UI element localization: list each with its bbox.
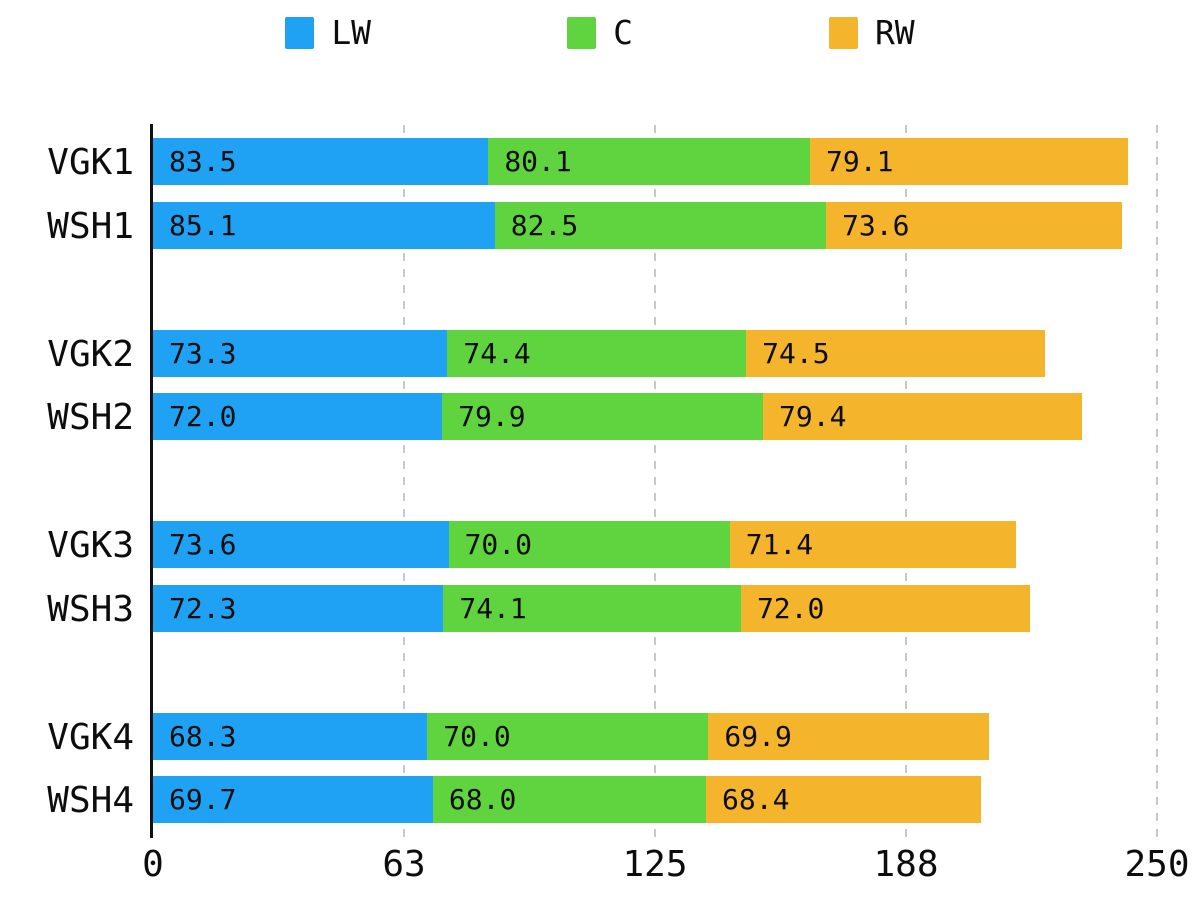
legend-swatch-lw-icon bbox=[285, 16, 315, 49]
bar-value-label: 69.7 bbox=[169, 782, 237, 816]
bar-segment-c-wsh2: 79.9 bbox=[442, 393, 764, 440]
bar-segment-c-wsh1: 82.5 bbox=[494, 202, 827, 249]
category-label: VGK2 bbox=[47, 333, 134, 375]
bar-segment-rw-vgk4: 69.9 bbox=[708, 713, 990, 760]
bar-segment-lw-vgk3: 73.6 bbox=[153, 521, 449, 568]
bar-segment-c-vgk1: 80.1 bbox=[488, 138, 810, 185]
category-label: VGK3 bbox=[47, 524, 134, 566]
bar-value-label: 72.0 bbox=[169, 399, 237, 433]
bar-segment-c-wsh4: 68.0 bbox=[432, 776, 706, 823]
bar-segment-c-vgk4: 70.0 bbox=[427, 713, 709, 760]
category-label: VGK4 bbox=[47, 716, 134, 758]
bar-segment-lw-wsh3: 72.3 bbox=[153, 585, 444, 632]
x-axis-tick-label: 63 bbox=[382, 844, 426, 885]
bar-value-label: 73.3 bbox=[169, 336, 237, 370]
bar-value-label: 71.4 bbox=[745, 527, 814, 561]
bar-value-label: 72.3 bbox=[169, 591, 237, 625]
bar-segment-lw-wsh4: 69.7 bbox=[153, 776, 433, 823]
bar-segment-rw-wsh1: 73.6 bbox=[826, 202, 1122, 249]
bar-value-label: 70.0 bbox=[464, 527, 532, 561]
bar-segment-rw-vgk1: 79.1 bbox=[810, 138, 1128, 185]
category-label: WSH4 bbox=[47, 779, 134, 821]
category-label: WSH3 bbox=[47, 588, 134, 630]
bar-segment-lw-wsh1: 85.1 bbox=[153, 202, 495, 249]
bar-segment-rw-wsh3: 72.0 bbox=[740, 585, 1031, 632]
x-axis-tick-label: 125 bbox=[622, 844, 688, 885]
x-axis-tick-label: 0 bbox=[142, 844, 164, 885]
category-label: WSH2 bbox=[47, 396, 134, 438]
bar-segment-rw-vgk3: 71.4 bbox=[729, 521, 1017, 568]
bar-segment-lw-wsh2: 72.0 bbox=[153, 393, 443, 440]
bar-value-label: 72.0 bbox=[756, 591, 825, 625]
bar-value-label: 73.6 bbox=[842, 208, 910, 242]
bar-value-label: 74.5 bbox=[762, 336, 830, 370]
gridline bbox=[1156, 125, 1158, 838]
gridline bbox=[403, 125, 405, 838]
bar-value-label: 79.1 bbox=[826, 144, 894, 178]
bar-value-label: 79.4 bbox=[779, 399, 847, 433]
bar-segment-rw-vgk2: 74.5 bbox=[746, 330, 1046, 377]
bar-value-label: 83.5 bbox=[169, 144, 237, 178]
bar-value-label: 74.1 bbox=[459, 591, 527, 625]
chart-legend: LW C RW bbox=[0, 16, 1200, 49]
bar-segment-rw-wsh2: 79.4 bbox=[763, 393, 1082, 440]
legend-label-c: C bbox=[613, 13, 633, 52]
bar-segment-rw-wsh4: 68.4 bbox=[706, 776, 981, 823]
category-label: VGK1 bbox=[47, 141, 134, 183]
bar-value-label: 68.4 bbox=[722, 782, 790, 816]
bar-segment-c-vgk3: 70.0 bbox=[448, 521, 730, 568]
bar-value-label: 85.1 bbox=[169, 208, 237, 242]
bar-value-label: 79.9 bbox=[458, 399, 526, 433]
legend-item-c: C bbox=[567, 16, 633, 49]
bar-segment-lw-vgk2: 73.3 bbox=[153, 330, 448, 377]
legend-swatch-rw-icon bbox=[828, 16, 858, 49]
bar-value-label: 80.1 bbox=[504, 144, 572, 178]
bar-segment-lw-vgk1: 83.5 bbox=[153, 138, 489, 185]
bar-value-label: 68.0 bbox=[448, 782, 517, 816]
bar-value-label: 69.9 bbox=[724, 719, 792, 753]
gridline bbox=[654, 125, 656, 838]
y-axis-line bbox=[150, 124, 153, 838]
legend-swatch-c-icon bbox=[567, 16, 597, 49]
category-label: WSH1 bbox=[47, 205, 134, 247]
bar-value-label: 68.3 bbox=[169, 719, 237, 753]
bar-value-label: 74.4 bbox=[463, 336, 531, 370]
bar-segment-c-vgk2: 74.4 bbox=[447, 330, 747, 377]
bar-segment-c-wsh3: 74.1 bbox=[443, 585, 741, 632]
bar-segment-lw-vgk4: 68.3 bbox=[153, 713, 428, 760]
bar-value-label: 70.0 bbox=[443, 719, 511, 753]
bar-value-label: 82.5 bbox=[510, 208, 579, 242]
legend-item-lw: LW bbox=[285, 16, 371, 49]
legend-label-rw: RW bbox=[874, 13, 915, 52]
legend-item-rw: RW bbox=[828, 13, 915, 52]
x-axis-tick-label: 250 bbox=[1124, 844, 1190, 885]
legend-label-lw: LW bbox=[331, 13, 372, 52]
bar-value-label: 73.6 bbox=[169, 527, 237, 561]
gridline bbox=[905, 125, 907, 838]
x-axis-tick-label: 188 bbox=[873, 844, 939, 885]
